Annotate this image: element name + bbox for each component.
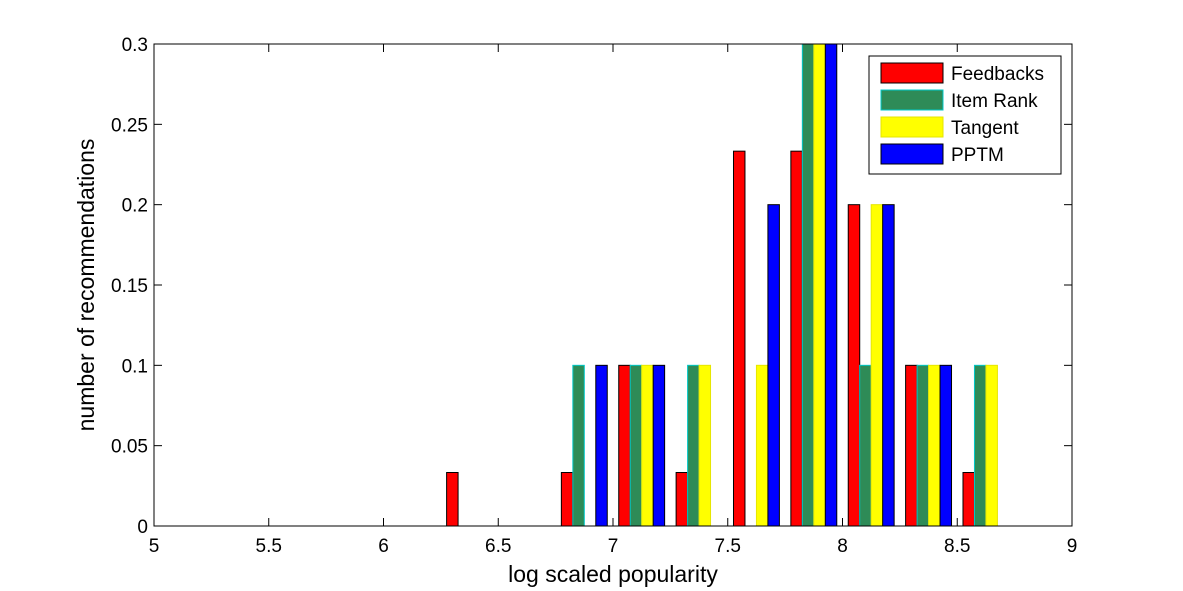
bar-item-rank: [973, 364, 987, 527]
legend: Feedbacks Item Rank Tangent PPTM: [868, 55, 1062, 175]
y-tick-label: 0.1: [122, 356, 148, 377]
x-tick-label: 9: [1067, 536, 1078, 557]
bar-pptm: [824, 43, 838, 527]
bar-tangent: [985, 364, 998, 527]
y-tick-label: 0.05: [111, 437, 148, 458]
bar-tangent: [698, 364, 712, 527]
legend-swatch-feedbacks: [880, 62, 944, 84]
x-tick-label: 6.5: [485, 536, 511, 557]
bar-item-rank: [687, 364, 700, 527]
bar-pptm: [882, 204, 895, 527]
bar-item-rank: [572, 364, 585, 527]
bar-feedbacks: [962, 472, 975, 527]
legend-swatch-pptm: [880, 143, 944, 165]
y-axis-title: number of recommendations: [73, 139, 99, 432]
x-tick-label: 7: [608, 536, 619, 557]
legend-label-feedbacks: Feedbacks: [951, 64, 1044, 85]
x-tick-label: 8.5: [944, 536, 970, 557]
y-tick-label: 0.3: [122, 35, 148, 56]
bar-feedbacks: [446, 472, 459, 527]
bar-item-rank: [801, 43, 815, 527]
legend-label-tangent: Tangent: [951, 118, 1019, 139]
bar-feedbacks: [560, 472, 574, 527]
bar-tangent: [928, 364, 941, 527]
bar-pptm: [767, 204, 780, 527]
y-tick-label: 0.15: [111, 276, 148, 297]
y-tick-label: 0.25: [111, 115, 148, 136]
bar-tangent: [813, 43, 826, 527]
bars-layer: [446, 43, 998, 527]
y-tick-label: 0.2: [122, 196, 148, 217]
bar-pptm: [939, 364, 953, 527]
y-tick-label: 0: [137, 517, 148, 538]
bar-feedbacks: [732, 150, 746, 527]
bar-feedbacks: [905, 364, 918, 527]
x-tick-label: 5.5: [256, 536, 282, 557]
x-tick-label: 6: [378, 536, 389, 557]
legend-label-item-rank: Item Rank: [951, 91, 1038, 112]
bar-pptm: [595, 364, 608, 527]
x-tick-label: 7.5: [715, 536, 741, 557]
bar-feedbacks: [618, 364, 631, 527]
x-axis-title: log scaled popularity: [508, 561, 718, 587]
bar-item-rank: [859, 364, 872, 527]
bar-item-rank: [629, 364, 643, 527]
bar-feedbacks: [675, 472, 689, 527]
axes-layer: 5 5.5 6 6.5 7 7.5 8 8.5 9 0 0.05 0.1 0.15 0.2 0.25 0.3: [111, 35, 1077, 557]
bar-tangent: [755, 364, 769, 527]
bar-item-rank: [916, 364, 930, 527]
bar-pptm: [652, 364, 666, 527]
legend-swatch-tangent: [880, 116, 944, 138]
x-tick-label: 5: [149, 536, 160, 557]
bar-feedbacks: [847, 204, 861, 527]
x-tick-label: 8: [837, 536, 848, 557]
bar-feedbacks: [790, 150, 803, 527]
legend-label-pptm: PPTM: [951, 145, 1004, 166]
bar-tangent: [870, 204, 884, 527]
bar-tangent: [641, 364, 654, 527]
legend-swatch-item-rank: [880, 89, 944, 111]
